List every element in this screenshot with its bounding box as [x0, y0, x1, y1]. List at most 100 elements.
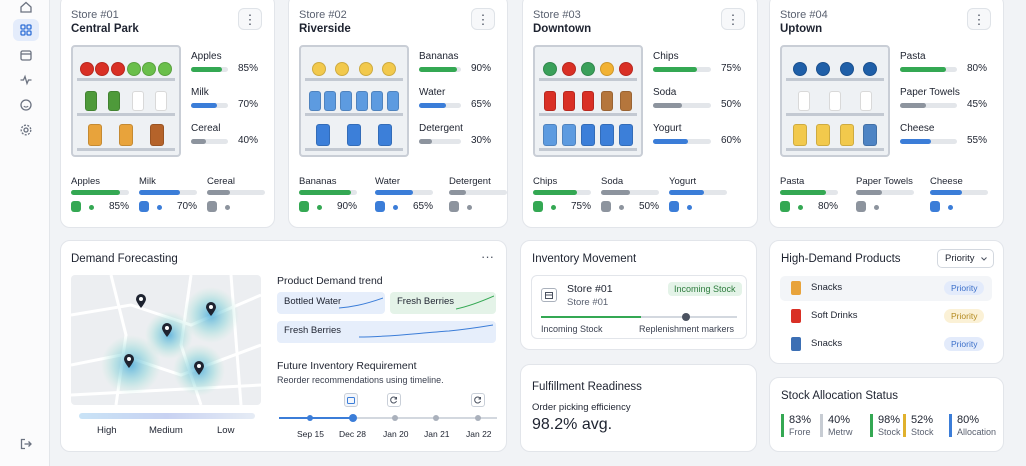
bottom-product-name: Paper Towels	[856, 176, 913, 187]
bottom-stock-bar	[669, 190, 727, 195]
timeline-marker[interactable]	[433, 415, 439, 421]
grid-icon[interactable]	[13, 19, 39, 41]
more-options-button[interactable]: ⋮	[238, 8, 262, 30]
calendar-icon[interactable]	[13, 44, 39, 66]
legend-low: Low	[217, 425, 235, 436]
product-name: Cheese	[900, 123, 935, 134]
priority-badge: Priority	[944, 281, 985, 295]
chevron-down-icon	[981, 257, 987, 261]
picking-efficiency-label: Order picking efficiency	[532, 402, 631, 413]
shelf-row	[539, 51, 637, 81]
allocation-item: 80% Allocation	[949, 414, 996, 437]
product-icon	[839, 62, 854, 76]
product-icon	[308, 91, 321, 111]
shelf-illustration	[71, 45, 181, 157]
status-dot	[157, 205, 162, 210]
demand-forecasting-card: Demand Forecasting ···	[60, 240, 507, 452]
product-name: Yogurt	[653, 123, 682, 134]
timeline-date: Jan 21	[424, 429, 450, 439]
timeline-date: Dec 28	[339, 429, 366, 439]
trend-item-fresh-berries[interactable]: Fresh Berries	[390, 292, 496, 314]
smiley-icon[interactable]	[13, 94, 39, 116]
timeline-marker[interactable]	[392, 415, 398, 421]
logout-icon[interactable]	[13, 433, 39, 455]
timeline-marker[interactable]	[349, 414, 357, 422]
shelf-illustration	[780, 45, 890, 157]
timeline-date: Sep 15	[297, 429, 324, 439]
replenishment-marker[interactable]	[682, 313, 690, 321]
stock-allocation-title: Stock Allocation Status	[781, 390, 898, 402]
product-icon	[863, 124, 878, 146]
priority-badge: Priority	[944, 337, 985, 351]
priority-badge: Priority	[944, 309, 985, 323]
more-options-button[interactable]: ⋮	[471, 8, 495, 30]
product-icon	[79, 62, 94, 76]
product-icon	[142, 62, 157, 76]
store-card-2[interactable]: Store #02 Riverside ⋮ Bananas 90% Water 65% Det…	[288, 0, 508, 228]
high-demand-products-card: High-Demand Products Priority Snacks Pri…	[769, 240, 1004, 364]
product-icon	[797, 91, 810, 111]
stock-bar	[900, 67, 957, 72]
gear-icon[interactable]	[13, 119, 39, 141]
status-dot	[687, 205, 692, 210]
product-name: Pasta	[900, 51, 926, 62]
heat-map[interactable]	[71, 275, 261, 405]
priority-dropdown[interactable]: Priority	[937, 249, 994, 268]
bottom-stock-percent: 50%	[639, 201, 660, 212]
product-icon	[601, 201, 611, 212]
product-icon	[544, 91, 557, 111]
trend-item-bottled-water[interactable]: Bottled Water	[277, 292, 385, 314]
heat-legend-gradient	[79, 413, 255, 419]
store-card-1[interactable]: Store #01 Central Park ⋮ Apples 85% Milk 70% Ce…	[60, 0, 275, 228]
product-icon	[856, 201, 866, 212]
bottom-stock-percent: 75%	[571, 201, 592, 212]
stock-percent: 45%	[967, 99, 988, 110]
product-name: Water	[419, 87, 446, 98]
stock-bar	[653, 67, 711, 72]
refresh-icon[interactable]	[471, 393, 485, 407]
refresh-icon[interactable]	[387, 393, 401, 407]
product-icon	[387, 91, 400, 111]
stock-bar	[191, 103, 228, 108]
store-card-4[interactable]: Store #04 Uptown ⋮ Pasta 80% Paper Towels 45% C…	[769, 0, 1004, 228]
high-demand-row[interactable]: Snacks Priority	[780, 332, 992, 357]
calendar-icon[interactable]	[344, 393, 358, 407]
product-icon	[311, 62, 326, 76]
timeline-marker[interactable]	[307, 415, 313, 421]
incoming-stock-label: Incoming Stock	[541, 324, 603, 334]
product-icon	[378, 124, 393, 146]
status-dot	[225, 205, 230, 210]
bottom-stock-percent: 65%	[413, 201, 434, 212]
shelf-row	[786, 86, 884, 116]
map-pin-icon[interactable]	[161, 322, 173, 343]
allocation-label: Metrw	[828, 427, 853, 437]
store-card-3[interactable]: Store #03 Downtown ⋮ Chips 75% Soda 50% Yogurt 6…	[522, 0, 758, 228]
map-pin-icon[interactable]	[205, 301, 217, 322]
product-name: Chips	[653, 51, 679, 62]
product-icon	[371, 91, 384, 111]
high-demand-row[interactable]: Snacks Priority	[780, 276, 992, 301]
future-subtitle: Reorder recommendations using timeline.	[277, 375, 444, 385]
product-icon	[158, 62, 173, 76]
activity-icon[interactable]	[13, 69, 39, 91]
more-menu-button[interactable]: ···	[481, 249, 494, 264]
map-pin-icon[interactable]	[123, 353, 135, 374]
map-pin-icon[interactable]	[135, 293, 147, 314]
timeline-marker[interactable]	[475, 415, 481, 421]
product-icon	[599, 62, 614, 76]
product-name: Apples	[191, 51, 222, 62]
map-pin-icon[interactable]	[193, 360, 205, 381]
home-icon[interactable]	[13, 0, 39, 18]
high-demand-row[interactable]: Soft Drinks Priority	[780, 304, 992, 329]
bottom-stock-percent: 80%	[818, 201, 839, 212]
high-demand-product-name: Snacks	[811, 338, 843, 349]
status-dot	[393, 205, 398, 210]
picking-efficiency-value: 98.2% avg.	[532, 416, 613, 433]
more-options-button[interactable]: ⋮	[721, 8, 745, 30]
status-dot	[551, 205, 556, 210]
inventory-store-panel[interactable]: Store #01 Store #01 Incoming Stock Incom…	[531, 275, 747, 339]
status-dot	[798, 205, 803, 210]
product-icon	[600, 91, 613, 111]
trend-item-fresh-berries-2[interactable]: Fresh Berries	[277, 321, 496, 343]
more-options-button[interactable]: ⋮	[967, 8, 991, 30]
